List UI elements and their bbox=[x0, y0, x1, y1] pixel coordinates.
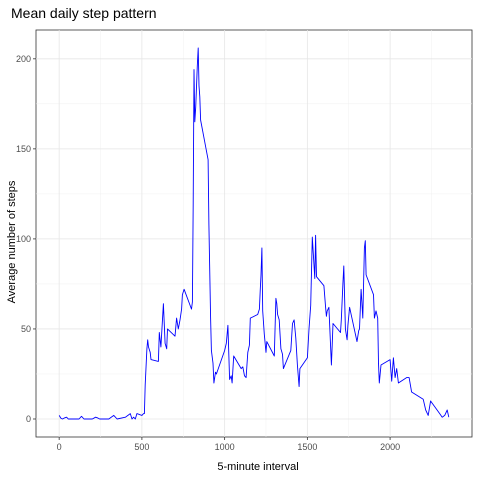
x-axis-title: 5-minute interval bbox=[217, 461, 298, 473]
series-layer bbox=[58, 47, 450, 420]
y-tick-label: 0 bbox=[26, 414, 31, 424]
gridlines bbox=[36, 30, 472, 437]
x-tick-label: 500 bbox=[134, 442, 149, 452]
x-tick-label: 1500 bbox=[297, 442, 317, 452]
y-tick-label: 50 bbox=[21, 324, 31, 334]
y-axis-title: Average number of steps bbox=[6, 180, 18, 303]
y-tick-label: 150 bbox=[16, 144, 31, 154]
y-tick-label: 200 bbox=[16, 54, 31, 64]
plot-panel bbox=[35, 29, 473, 438]
chart-title: Mean daily step pattern bbox=[11, 5, 157, 21]
x-tick-label: 2000 bbox=[380, 442, 400, 452]
x-axis: 0 500 1000 1500 2000 bbox=[57, 437, 400, 452]
y-axis: 0 50 100 150 200 bbox=[16, 54, 36, 424]
y-tick-label: 100 bbox=[16, 234, 31, 244]
x-tick-label: 0 bbox=[57, 442, 62, 452]
x-tick-label: 1000 bbox=[215, 442, 235, 452]
series-line bbox=[58, 47, 450, 420]
